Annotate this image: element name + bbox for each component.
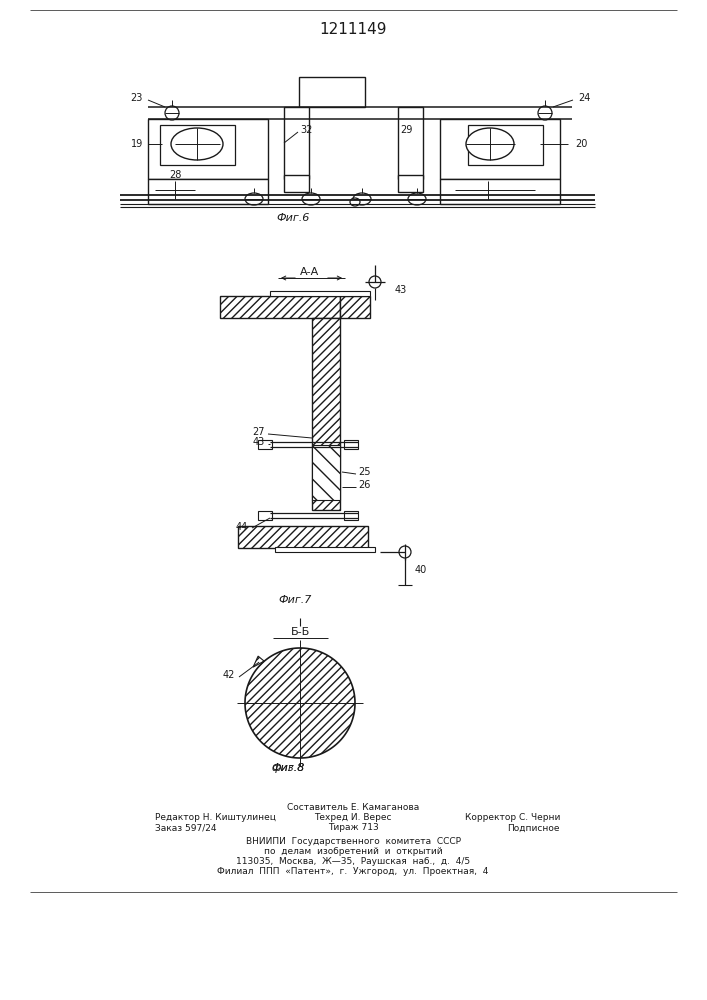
Polygon shape	[253, 656, 264, 667]
Circle shape	[165, 106, 179, 120]
Circle shape	[538, 106, 552, 120]
Text: физ.8: физ.8	[271, 763, 305, 773]
Text: Подписное: Подписное	[508, 824, 560, 832]
Text: Б-Б: Б-Б	[291, 627, 310, 637]
Text: 23: 23	[131, 93, 143, 103]
Ellipse shape	[350, 198, 360, 206]
Ellipse shape	[302, 193, 320, 205]
Text: 40: 40	[415, 565, 427, 575]
Text: 43: 43	[252, 437, 265, 447]
Text: Фиг.8: Фиг.8	[271, 763, 305, 773]
Text: 44: 44	[235, 522, 248, 532]
Text: 29: 29	[400, 125, 412, 135]
Text: Составитель Е. Камаганова: Составитель Е. Камаганова	[287, 802, 419, 812]
Ellipse shape	[171, 128, 223, 160]
Text: по  делам  изобретений  и  открытий: по делам изобретений и открытий	[264, 846, 443, 856]
Bar	[220, 296, 340, 318]
Ellipse shape	[353, 193, 371, 205]
Bar	[299, 77, 365, 107]
Text: 27: 27	[252, 427, 265, 437]
Bar	[148, 119, 268, 179]
Text: 43: 43	[395, 285, 407, 295]
Ellipse shape	[245, 193, 263, 205]
Bar	[398, 175, 423, 192]
Text: 1211149: 1211149	[320, 22, 387, 37]
Bar	[275, 547, 375, 552]
Bar	[440, 119, 560, 179]
Ellipse shape	[408, 193, 426, 205]
Text: Тираж 713: Тираж 713	[327, 824, 378, 832]
Polygon shape	[312, 445, 340, 500]
Text: 26: 26	[358, 480, 370, 490]
Bar	[468, 125, 543, 165]
Text: Фиг.6: Фиг.6	[276, 213, 310, 223]
Text: Редактор Н. Киштулинец: Редактор Н. Киштулинец	[155, 814, 276, 822]
Bar	[284, 107, 309, 179]
Bar	[238, 526, 368, 548]
Bar	[148, 179, 268, 204]
Text: 32: 32	[300, 125, 312, 135]
Bar	[440, 179, 560, 204]
Text: 24: 24	[578, 93, 590, 103]
Text: 28: 28	[169, 170, 181, 180]
Ellipse shape	[466, 128, 514, 160]
Text: 20: 20	[575, 139, 588, 149]
Circle shape	[369, 276, 381, 288]
Text: 113035,  Москва,  Ж—35,  Раушская  наб.,  д.  4/5: 113035, Москва, Ж—35, Раушская наб., д. …	[236, 856, 470, 865]
Text: 25: 25	[358, 467, 370, 477]
Bar	[270, 291, 370, 296]
Text: Заказ 597/24: Заказ 597/24	[155, 824, 216, 832]
Circle shape	[399, 546, 411, 558]
Bar	[344, 511, 358, 520]
Text: Корректор С. Черни: Корректор С. Черни	[464, 814, 560, 822]
Bar	[258, 440, 272, 449]
Text: А-А: А-А	[300, 267, 320, 277]
Polygon shape	[245, 648, 355, 758]
Text: 19: 19	[131, 139, 143, 149]
Text: Фиг.7: Фиг.7	[279, 595, 312, 605]
Bar	[284, 175, 309, 192]
Bar	[312, 318, 340, 510]
Bar	[344, 440, 358, 449]
Text: Техред И. Верес: Техред И. Верес	[314, 814, 392, 822]
Bar	[340, 296, 370, 318]
Text: ВНИИПИ  Государственного  комитета  СССР: ВНИИПИ Государственного комитета СССР	[245, 836, 460, 846]
Text: Филиал  ППП  «Патент»,  г.  Ужгород,  ул.  Проектная,  4: Филиал ППП «Патент», г. Ужгород, ул. Про…	[217, 866, 489, 876]
Text: 42: 42	[223, 670, 235, 680]
Bar	[160, 125, 235, 165]
Bar	[398, 107, 423, 179]
Bar	[258, 511, 272, 520]
